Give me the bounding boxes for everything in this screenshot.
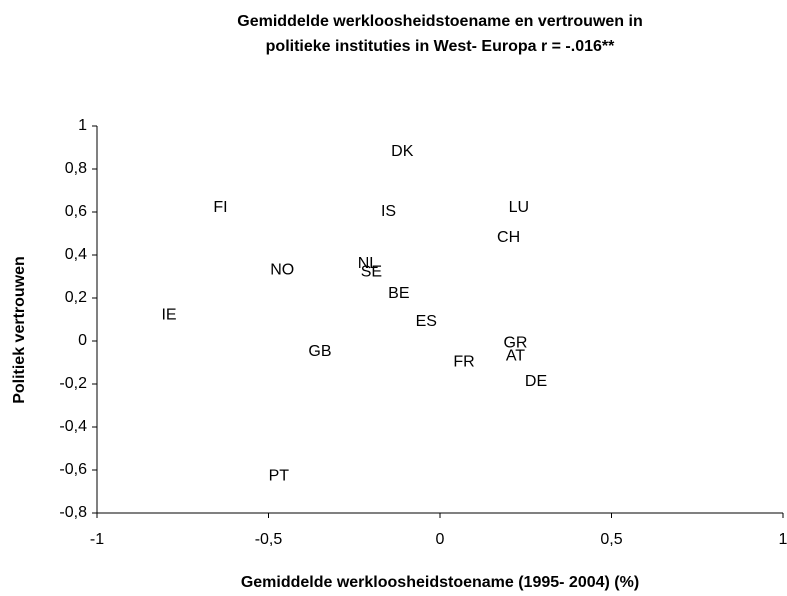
point-label: DE xyxy=(525,373,547,390)
point-label: FI xyxy=(213,199,227,216)
x-tick-label: 0 xyxy=(436,531,445,548)
y-tick-label: -0,6 xyxy=(59,461,87,478)
point-label: DK xyxy=(391,143,414,160)
point-label: SE xyxy=(361,263,382,280)
point-label: PT xyxy=(269,468,290,485)
point-label: FR xyxy=(453,354,474,371)
point-label: GR xyxy=(503,334,527,351)
point-label: CH xyxy=(497,229,520,246)
point-label: NO xyxy=(270,261,294,278)
x-tick-label: -1 xyxy=(90,531,104,548)
point-label: BE xyxy=(388,285,409,302)
y-tick-label: 0,4 xyxy=(65,246,87,263)
point-label: NL xyxy=(358,255,379,272)
point-label: AT xyxy=(506,347,525,364)
y-tick-label: 0,6 xyxy=(65,203,87,220)
y-tick-label: -0,8 xyxy=(59,504,87,521)
y-axis-title: Politiek vertrouwen xyxy=(11,256,28,404)
y-tick-label: 0,2 xyxy=(65,289,87,306)
x-tick-label: 0,5 xyxy=(600,531,622,548)
x-tick-label: -0,5 xyxy=(255,531,283,548)
point-label: LU xyxy=(509,199,529,216)
point-label: GB xyxy=(308,343,331,360)
point-label: IE xyxy=(161,306,176,323)
x-tick-label: 1 xyxy=(779,531,787,548)
y-tick-label: 0 xyxy=(78,332,87,349)
y-tick-label: 0,8 xyxy=(65,160,87,177)
x-axis-title: Gemiddelde werkloosheidstoename (1995- 2… xyxy=(241,574,639,591)
y-tick-label: 1 xyxy=(78,117,87,134)
chart-title: Gemiddelde werkloosheidstoename en vertr… xyxy=(237,13,642,30)
y-tick-label: -0,4 xyxy=(59,418,87,435)
point-label: ES xyxy=(416,313,437,330)
chart-title: politieke instituties in West- Europa r … xyxy=(266,38,615,55)
y-tick-label: -0,2 xyxy=(59,375,87,392)
point-label: IS xyxy=(381,203,396,220)
